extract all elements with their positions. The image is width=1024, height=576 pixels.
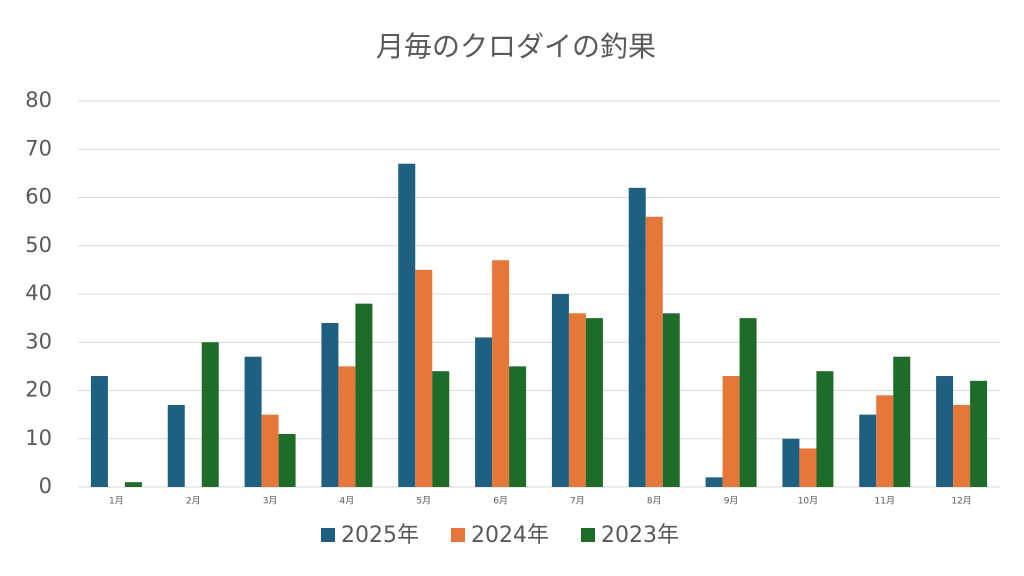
y-tick-label: 40 <box>25 281 52 305</box>
bar <box>509 366 527 487</box>
bar <box>782 438 800 487</box>
x-tick-label: 1月 <box>109 496 124 507</box>
bar <box>645 216 663 488</box>
bar <box>321 322 339 487</box>
x-tick-label: 7月 <box>570 496 585 507</box>
bar <box>893 356 911 487</box>
bar <box>953 404 971 487</box>
bar <box>244 356 262 487</box>
bar <box>585 318 603 487</box>
y-tick-label: 20 <box>25 378 52 402</box>
x-tick-label: 5月 <box>416 496 431 507</box>
x-tick-label: 9月 <box>724 496 739 507</box>
bar <box>859 414 877 487</box>
bar <box>338 366 356 487</box>
legend-label: 2023年 <box>601 523 679 548</box>
x-tick-label: 8月 <box>647 496 662 507</box>
bar <box>722 376 740 487</box>
legend-swatch <box>451 528 465 542</box>
bar <box>90 376 108 487</box>
chart-title: 月毎のクロダイの釣果 <box>376 30 656 63</box>
bar <box>492 260 510 487</box>
bar <box>936 376 954 487</box>
x-tick-label: 10月 <box>798 496 818 507</box>
bar <box>261 414 279 487</box>
x-tick-label: 4月 <box>340 496 355 507</box>
legend-label: 2024年 <box>471 523 549 548</box>
bar <box>201 342 219 487</box>
bar <box>432 371 450 487</box>
bar <box>398 163 416 487</box>
bar <box>551 294 569 487</box>
bar <box>876 395 894 487</box>
bar <box>662 313 680 487</box>
legend-swatch <box>581 528 595 542</box>
bar <box>799 448 817 487</box>
x-tick-label: 11月 <box>875 496 895 507</box>
bar <box>568 313 586 487</box>
bar <box>628 187 646 487</box>
bar <box>705 477 723 487</box>
bar <box>124 482 142 487</box>
y-tick-label: 10 <box>25 426 52 450</box>
bar <box>475 337 493 487</box>
bar <box>278 433 296 487</box>
bar <box>816 371 834 487</box>
x-tick-label: 3月 <box>263 496 278 507</box>
y-tick-label: 50 <box>25 233 52 257</box>
legend-swatch <box>321 528 335 542</box>
y-tick-label: 60 <box>25 185 52 209</box>
bar <box>415 269 433 487</box>
y-tick-label: 30 <box>25 329 52 353</box>
y-tick-label: 70 <box>25 136 52 160</box>
y-tick-label: 80 <box>25 88 52 112</box>
bar <box>355 303 373 487</box>
x-tick-label: 2月 <box>186 496 201 507</box>
bar <box>970 380 988 487</box>
x-tick-label: 12月 <box>951 496 971 507</box>
bar <box>167 404 185 487</box>
legend-label: 2025年 <box>341 523 419 548</box>
bar <box>739 318 757 487</box>
x-tick-label: 6月 <box>493 496 508 507</box>
y-tick-label: 0 <box>39 474 52 498</box>
